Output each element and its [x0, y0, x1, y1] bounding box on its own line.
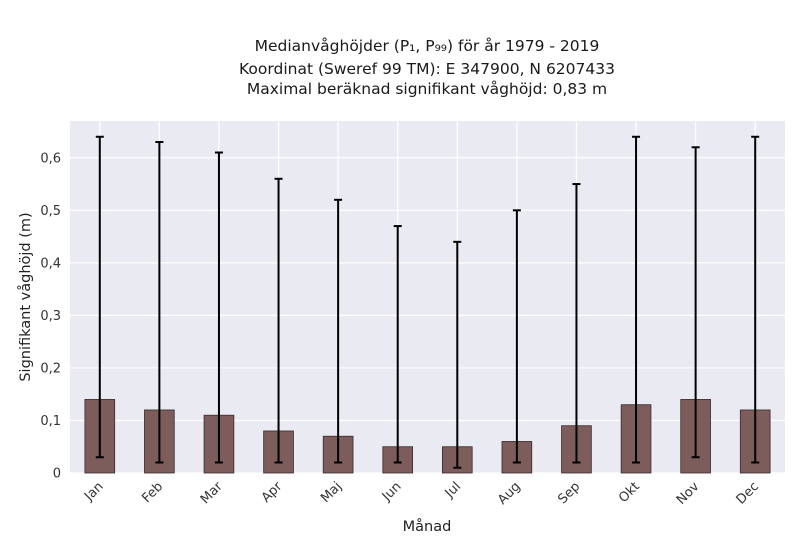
y-tick-label: 0,5 — [40, 204, 61, 219]
error-bar-mar — [214, 151, 223, 464]
error-bar-jun — [393, 225, 402, 464]
y-tick-label: 0,1 — [40, 414, 61, 429]
error-bar-aug — [512, 209, 521, 464]
plot-area — [70, 121, 785, 473]
x-tick-label-jul: Jul — [442, 479, 464, 501]
x-tick-label-jan: Jan — [81, 479, 106, 504]
x-tick-label-nov: Nov — [674, 479, 703, 508]
x-tick-labels: Jan Feb Mar Apr Maj Jun Jul Aug Sep Okt Nov Dec — [81, 479, 762, 508]
x-tick-label-sep: Sep — [555, 479, 583, 507]
y-axis-label: Signifikant våghöjd (m) — [17, 212, 34, 381]
error-bars — [95, 135, 760, 469]
y-tick-label: 0,6 — [40, 151, 61, 166]
error-bar-apr — [274, 177, 283, 464]
y-tick-labels: 0 0,1 0,2 0,3 0,4 0,5 0,6 — [40, 151, 61, 481]
error-bar-jul — [453, 240, 462, 469]
error-bar-dec — [751, 135, 760, 464]
y-tick-label: 0,4 — [40, 256, 61, 271]
x-tick-label-maj: Maj — [318, 479, 345, 506]
x-tick-label-apr: Apr — [259, 479, 286, 506]
error-bar-nov — [691, 146, 700, 459]
y-tick-label: 0 — [53, 467, 61, 482]
chart-title-line-3: Maximal beräknad signifikant våghöjd: 0,… — [247, 80, 607, 98]
error-bar-feb — [155, 141, 164, 464]
error-bar-okt — [632, 135, 641, 464]
x-tick-label-jun: Jun — [379, 479, 405, 505]
x-tick-label-okt: Okt — [616, 479, 643, 506]
x-tick-label-feb: Feb — [139, 479, 166, 506]
x-tick-label-dec: Dec — [734, 479, 762, 507]
y-tick-label: 0,3 — [40, 309, 61, 324]
x-tick-label-mar: Mar — [198, 479, 226, 507]
x-axis-label: Månad — [403, 518, 452, 535]
error-bar-sep — [572, 183, 581, 464]
y-tick-label: 0,2 — [40, 361, 61, 376]
error-bar-jan — [95, 135, 104, 459]
chart-title-line-1: Medianvåghöjder (P₁, P₉₉) för år 1979 - … — [255, 37, 600, 55]
error-bar-maj — [334, 198, 343, 464]
chart-title-line-2: Koordinat (Sweref 99 TM): E 347900, N 62… — [239, 60, 615, 78]
x-tick-label-aug: Aug — [495, 479, 524, 508]
